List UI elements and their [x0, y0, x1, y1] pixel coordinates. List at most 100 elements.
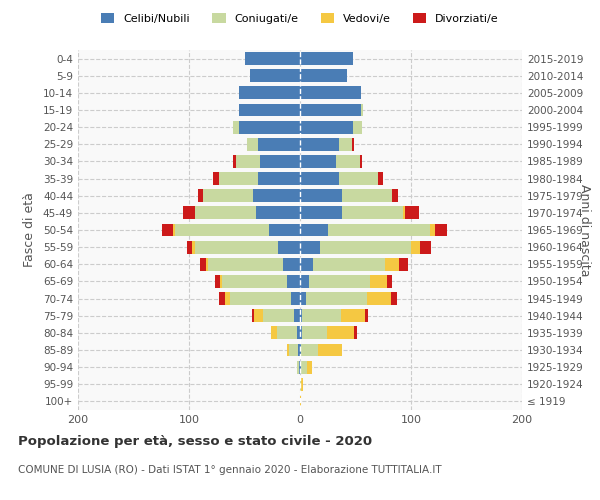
Bar — [287, 344, 289, 356]
Bar — [220, 275, 223, 288]
Bar — [300, 206, 342, 220]
Bar — [295, 310, 300, 322]
Bar — [215, 275, 220, 288]
Bar — [253, 190, 300, 202]
Bar — [302, 310, 341, 322]
Bar — [300, 86, 361, 100]
Bar — [300, 172, 339, 185]
Bar — [302, 326, 326, 340]
Bar — [309, 275, 370, 288]
Bar — [299, 360, 300, 374]
Bar — [289, 344, 298, 356]
Bar — [252, 310, 254, 322]
Bar — [300, 378, 301, 390]
Bar — [277, 326, 296, 340]
Bar — [206, 258, 208, 270]
Bar — [287, 275, 300, 288]
Bar — [300, 344, 301, 356]
Bar — [208, 258, 283, 270]
Bar — [300, 104, 361, 117]
Bar — [263, 310, 295, 322]
Bar — [300, 360, 301, 374]
Bar — [300, 310, 302, 322]
Bar — [328, 224, 430, 236]
Bar — [335, 155, 360, 168]
Bar — [301, 378, 304, 390]
Bar — [296, 360, 299, 374]
Bar — [301, 360, 307, 374]
Bar — [247, 138, 258, 150]
Bar — [300, 120, 353, 134]
Bar — [224, 292, 230, 305]
Bar — [370, 275, 386, 288]
Bar — [391, 292, 397, 305]
Bar — [385, 258, 399, 270]
Bar — [258, 138, 300, 150]
Bar — [300, 155, 335, 168]
Bar — [193, 240, 194, 254]
Bar — [339, 138, 352, 150]
Bar — [200, 258, 206, 270]
Bar — [360, 155, 362, 168]
Bar — [436, 224, 446, 236]
Bar — [239, 86, 300, 100]
Bar — [378, 172, 383, 185]
Bar — [301, 344, 318, 356]
Bar — [430, 224, 436, 236]
Bar — [194, 240, 278, 254]
Bar — [386, 275, 392, 288]
Bar — [318, 344, 342, 356]
Bar — [339, 172, 378, 185]
Bar — [355, 326, 356, 340]
Bar — [173, 224, 175, 236]
Bar — [194, 206, 256, 220]
Bar — [300, 138, 339, 150]
Bar — [399, 258, 407, 270]
Bar — [342, 206, 403, 220]
Bar — [203, 190, 253, 202]
Bar — [326, 326, 355, 340]
Bar — [411, 240, 420, 254]
Bar — [300, 292, 305, 305]
Bar — [233, 155, 236, 168]
Bar — [361, 104, 363, 117]
Bar — [283, 258, 300, 270]
Bar — [300, 240, 320, 254]
Bar — [300, 275, 309, 288]
Bar — [300, 224, 328, 236]
Bar — [245, 52, 300, 65]
Bar — [239, 120, 300, 134]
Bar — [175, 224, 269, 236]
Bar — [219, 172, 258, 185]
Bar — [353, 120, 362, 134]
Bar — [307, 360, 312, 374]
Y-axis label: Fasce di età: Fasce di età — [23, 192, 36, 268]
Bar — [256, 206, 300, 220]
Bar — [278, 240, 300, 254]
Bar — [403, 206, 406, 220]
Bar — [300, 70, 347, 82]
Bar — [296, 326, 300, 340]
Text: Popolazione per età, sesso e stato civile - 2020: Popolazione per età, sesso e stato civil… — [18, 435, 372, 448]
Bar — [300, 326, 302, 340]
Bar — [219, 292, 224, 305]
Bar — [187, 240, 193, 254]
Legend: Celibi/Nubili, Coniugati/e, Vedovi/e, Divorziati/e: Celibi/Nubili, Coniugati/e, Vedovi/e, Di… — [97, 9, 503, 29]
Text: COMUNE DI LUSIA (RO) - Dati ISTAT 1° gennaio 2020 - Elaborazione TUTTITALIA.IT: COMUNE DI LUSIA (RO) - Dati ISTAT 1° gen… — [18, 465, 442, 475]
Bar — [300, 395, 301, 408]
Bar — [260, 155, 300, 168]
Bar — [300, 258, 313, 270]
Bar — [406, 206, 419, 220]
Bar — [392, 190, 398, 202]
Bar — [269, 224, 300, 236]
Bar — [341, 310, 365, 322]
Bar — [420, 240, 431, 254]
Bar — [352, 138, 355, 150]
Bar — [365, 310, 368, 322]
Bar — [342, 190, 392, 202]
Bar — [367, 292, 391, 305]
Y-axis label: Anni di nascita: Anni di nascita — [578, 184, 590, 276]
Bar — [184, 206, 194, 220]
Bar — [254, 310, 263, 322]
Bar — [250, 70, 300, 82]
